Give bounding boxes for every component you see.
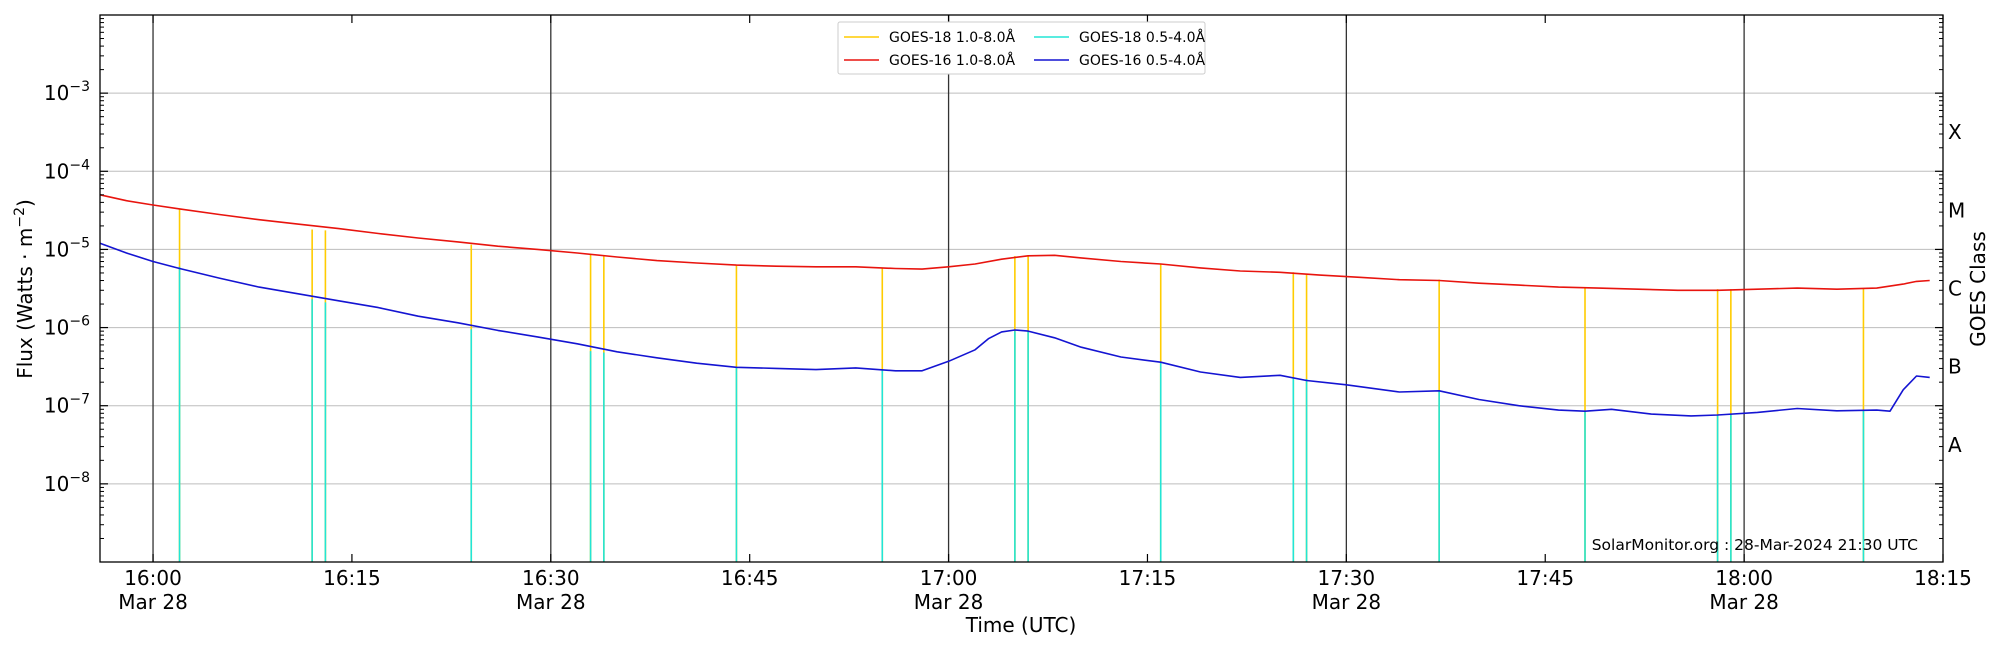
x-tick-label-18:00: 18:00 xyxy=(1715,566,1773,590)
goes-class-labels: A B C M X xyxy=(1948,120,1965,457)
goes-class-A: A xyxy=(1948,433,1962,457)
y-axis-label: Flux (Watts · m−2) xyxy=(12,199,37,379)
x-tick-date-17:00: Mar 28 xyxy=(914,590,984,614)
goes-class-C: C xyxy=(1948,277,1962,301)
legend-label-1: GOES-18 0.5-4.0Å xyxy=(1079,29,1205,46)
y-axis-ticks: 10−8 10−7 10−6 10−5 10−4 10−3 xyxy=(44,18,1943,539)
x-tick-label-16:30: 16:30 xyxy=(522,566,580,590)
goes-class-axis-label: GOES Class xyxy=(1966,231,1990,347)
legend: GOES-18 1.0-8.0Å GOES-16 1.0-8.0Å GOES-18 … xyxy=(837,21,1206,75)
x-tick-label-17:15: 17:15 xyxy=(1119,566,1177,590)
goes-class-X: X xyxy=(1948,120,1962,144)
grid xyxy=(100,92,1943,485)
x-axis-label: Time (UTC) xyxy=(965,613,1077,637)
plot-frame xyxy=(99,14,1944,563)
series-goes16-short-line xyxy=(99,242,1930,417)
x-tick-date-16:30: Mar 28 xyxy=(516,590,586,614)
x-tick-label-17:45: 17:45 xyxy=(1516,566,1574,590)
y-tick-label--7: 10−7 xyxy=(44,392,90,418)
x-tick-label-16:15: 16:15 xyxy=(323,566,381,590)
x-tick-label-18:15: 18:15 xyxy=(1914,566,1972,590)
watermark: SolarMonitor.org : 28-Mar-2024 21:30 UTC xyxy=(1592,536,1918,554)
goes-class-B: B xyxy=(1948,355,1962,379)
legend-label-0: GOES-18 1.0-8.0Å xyxy=(889,29,1015,46)
x-tick-date-16:00: Mar 28 xyxy=(118,590,188,614)
x-tick-label-16:45: 16:45 xyxy=(721,566,779,590)
y-axis-label-close: ) xyxy=(13,199,37,207)
legend-box xyxy=(837,21,1206,75)
x-tick-label-17:30: 17:30 xyxy=(1318,566,1376,590)
x-tick-label-16:00: 16:00 xyxy=(124,566,182,590)
y-tick-label--6: 10−6 xyxy=(44,314,90,340)
legend-label-3: GOES-16 0.5-4.0Å xyxy=(1079,52,1205,69)
y-axis-label-main: Flux (Watts · m xyxy=(13,228,37,379)
y-tick-label--4: 10−4 xyxy=(44,157,90,183)
legend-label-2: GOES-16 1.0-8.0Å xyxy=(889,52,1015,69)
y-tick-label--5: 10−5 xyxy=(44,235,90,261)
series-goes16-long-line xyxy=(99,194,1930,292)
y-axis-label-exponent: −2 xyxy=(12,207,28,228)
series xyxy=(99,194,1930,562)
x-tick-date-18:00: Mar 28 xyxy=(1709,590,1779,614)
time-gridlines xyxy=(152,15,1745,562)
y-tick-label--8: 10−8 xyxy=(44,470,90,496)
goes-class-M: M xyxy=(1948,198,1965,222)
x-tick-label-17:00: 17:00 xyxy=(920,566,978,590)
y-tick-label--3: 10−3 xyxy=(44,79,90,105)
x-tick-date-17:30: Mar 28 xyxy=(1312,590,1382,614)
